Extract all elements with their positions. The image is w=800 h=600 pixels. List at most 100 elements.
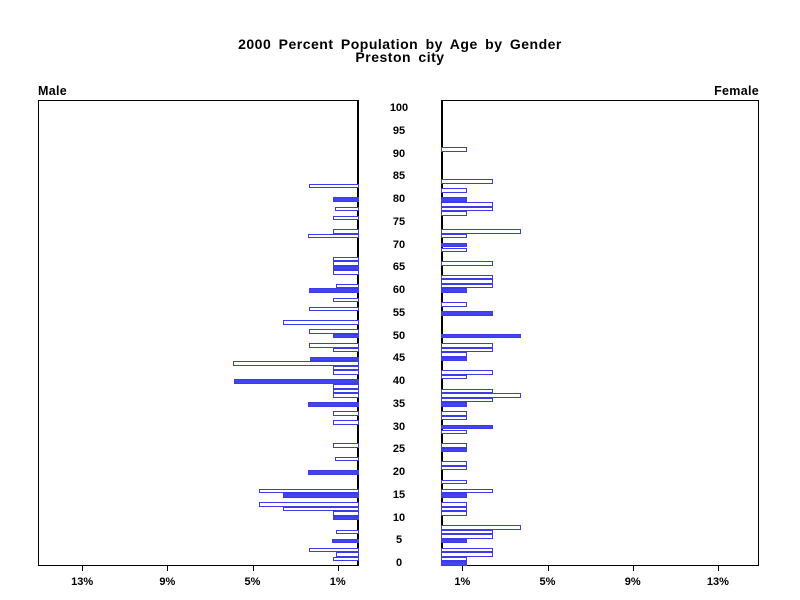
x-tick-male-9 (167, 566, 169, 571)
age-tick-label-40: 40 (392, 375, 406, 388)
age-tick-label-20: 20 (392, 466, 406, 479)
male-bar-age-44 (233, 361, 359, 366)
age-tick-label-0: 0 (395, 557, 403, 570)
male-panel-label: Male (38, 84, 67, 98)
male-bar-age-11 (333, 511, 359, 516)
female-bar-age-47 (441, 347, 494, 353)
chart-title-line2: Preston city (355, 49, 445, 65)
male-bar-age-64 (333, 270, 359, 275)
female-bar-age-13 (441, 502, 467, 507)
female-bar-age-50 (441, 333, 521, 339)
female-bar-age-36 (441, 397, 494, 403)
x-tick-label-female-9: 9% (624, 576, 641, 588)
x-tick-label-female-1: 1% (454, 576, 471, 588)
male-bar-age-61 (335, 283, 359, 289)
female-bar-age-55 (441, 311, 494, 316)
female-plot-area (441, 100, 759, 566)
male-bar-age-35 (307, 402, 359, 407)
x-tick-label-male-5: 5% (244, 576, 261, 588)
male-bar-age-42 (333, 370, 359, 375)
female-bar-age-35 (441, 402, 467, 407)
female-bar-age-72 (441, 233, 467, 239)
x-tick-female-13 (717, 566, 719, 571)
male-bar-age-50 (333, 333, 359, 339)
x-tick-female-9 (632, 566, 634, 571)
female-bar-age-82 (441, 188, 467, 193)
age-tick-label-100: 100 (389, 102, 409, 115)
age-tick-label-75: 75 (392, 215, 406, 228)
female-bar-age-3 (441, 547, 494, 553)
chart-title-line1: 2000 Percent Population by Age by Gender (238, 36, 562, 52)
female-bar-age-63 (441, 274, 494, 280)
female-bar-age-2 (441, 552, 494, 557)
male-bar-age-13 (258, 502, 359, 507)
female-bar-age-30 (441, 424, 494, 430)
female-panel-label: Female (714, 84, 759, 98)
male-bar-age-78 (334, 206, 359, 212)
age-tick-label-50: 50 (392, 329, 406, 342)
female-bar-age-79 (441, 202, 494, 207)
female-bar-age-41 (441, 374, 467, 380)
female-bar-age-57 (441, 302, 467, 307)
x-tick-label-male-9: 9% (159, 576, 176, 588)
age-tick-label-70: 70 (392, 238, 406, 251)
female-bar-age-33 (441, 411, 467, 416)
female-bar-age-5 (441, 538, 467, 544)
female-bar-age-22 (441, 461, 467, 466)
male-bar-age-40 (234, 379, 359, 384)
age-tick-label-95: 95 (392, 124, 406, 137)
male-bar-age-51 (308, 329, 359, 334)
x-tick-label-male-13: 13% (71, 576, 94, 588)
female-bar-age-21 (441, 465, 467, 471)
age-tick-label-25: 25 (392, 443, 406, 456)
male-bar-age-16 (258, 488, 359, 494)
male-bar-age-31 (333, 420, 359, 425)
female-bar-age-69 (441, 247, 467, 253)
female-bar-age-42 (441, 370, 494, 375)
male-bar-age-58 (333, 297, 359, 303)
age-tick-label-15: 15 (392, 488, 406, 501)
female-bar-age-37 (441, 393, 521, 398)
age-tick-label-35: 35 (392, 397, 406, 410)
male-bar-age-45 (310, 356, 359, 362)
female-bar-age-80 (441, 197, 467, 202)
male-bar-age-23 (334, 456, 359, 462)
female-bar-age-15 (441, 493, 467, 498)
x-tick-male-1 (337, 566, 339, 571)
female-bar-age-48 (441, 343, 494, 348)
male-bar-age-60 (308, 288, 359, 293)
male-bar-age-67 (333, 256, 359, 262)
male-bar-age-80 (333, 197, 359, 202)
chart-title: 2000 Percent Population by Age by Gender… (0, 36, 800, 65)
female-bar-age-8 (441, 525, 521, 530)
x-tick-label-female-13: 13% (706, 576, 729, 588)
female-bar-age-29 (441, 429, 467, 435)
age-tick-label-45: 45 (392, 352, 406, 365)
male-bar-age-38 (333, 388, 359, 394)
female-bar-age-91 (441, 147, 467, 152)
male-bar-age-47 (333, 347, 359, 353)
male-bar-age-66 (333, 261, 359, 266)
female-bar-age-60 (441, 288, 467, 293)
female-bar-age-0 (441, 561, 467, 566)
male-bar-age-2 (335, 552, 359, 557)
x-tick-female-5 (547, 566, 549, 571)
male-bar-age-73 (333, 229, 359, 234)
male-bar-age-33 (333, 411, 359, 416)
age-tick-label-10: 10 (392, 511, 406, 524)
female-bar-age-62 (441, 279, 494, 284)
male-bar-age-7 (335, 529, 359, 535)
male-bar-age-43 (333, 365, 359, 371)
male-bar-age-26 (333, 443, 359, 448)
female-bar-age-38 (441, 388, 494, 394)
male-bar-age-12 (283, 506, 359, 512)
age-tick-label-85: 85 (392, 170, 406, 183)
male-bar-age-1 (333, 556, 359, 562)
female-bar-age-25 (441, 447, 467, 453)
female-bar-age-61 (441, 283, 494, 289)
age-tick-label-30: 30 (392, 420, 406, 433)
female-bar-age-46 (441, 352, 467, 357)
male-bar-age-3 (308, 547, 359, 553)
age-tick-label-55: 55 (392, 306, 406, 319)
